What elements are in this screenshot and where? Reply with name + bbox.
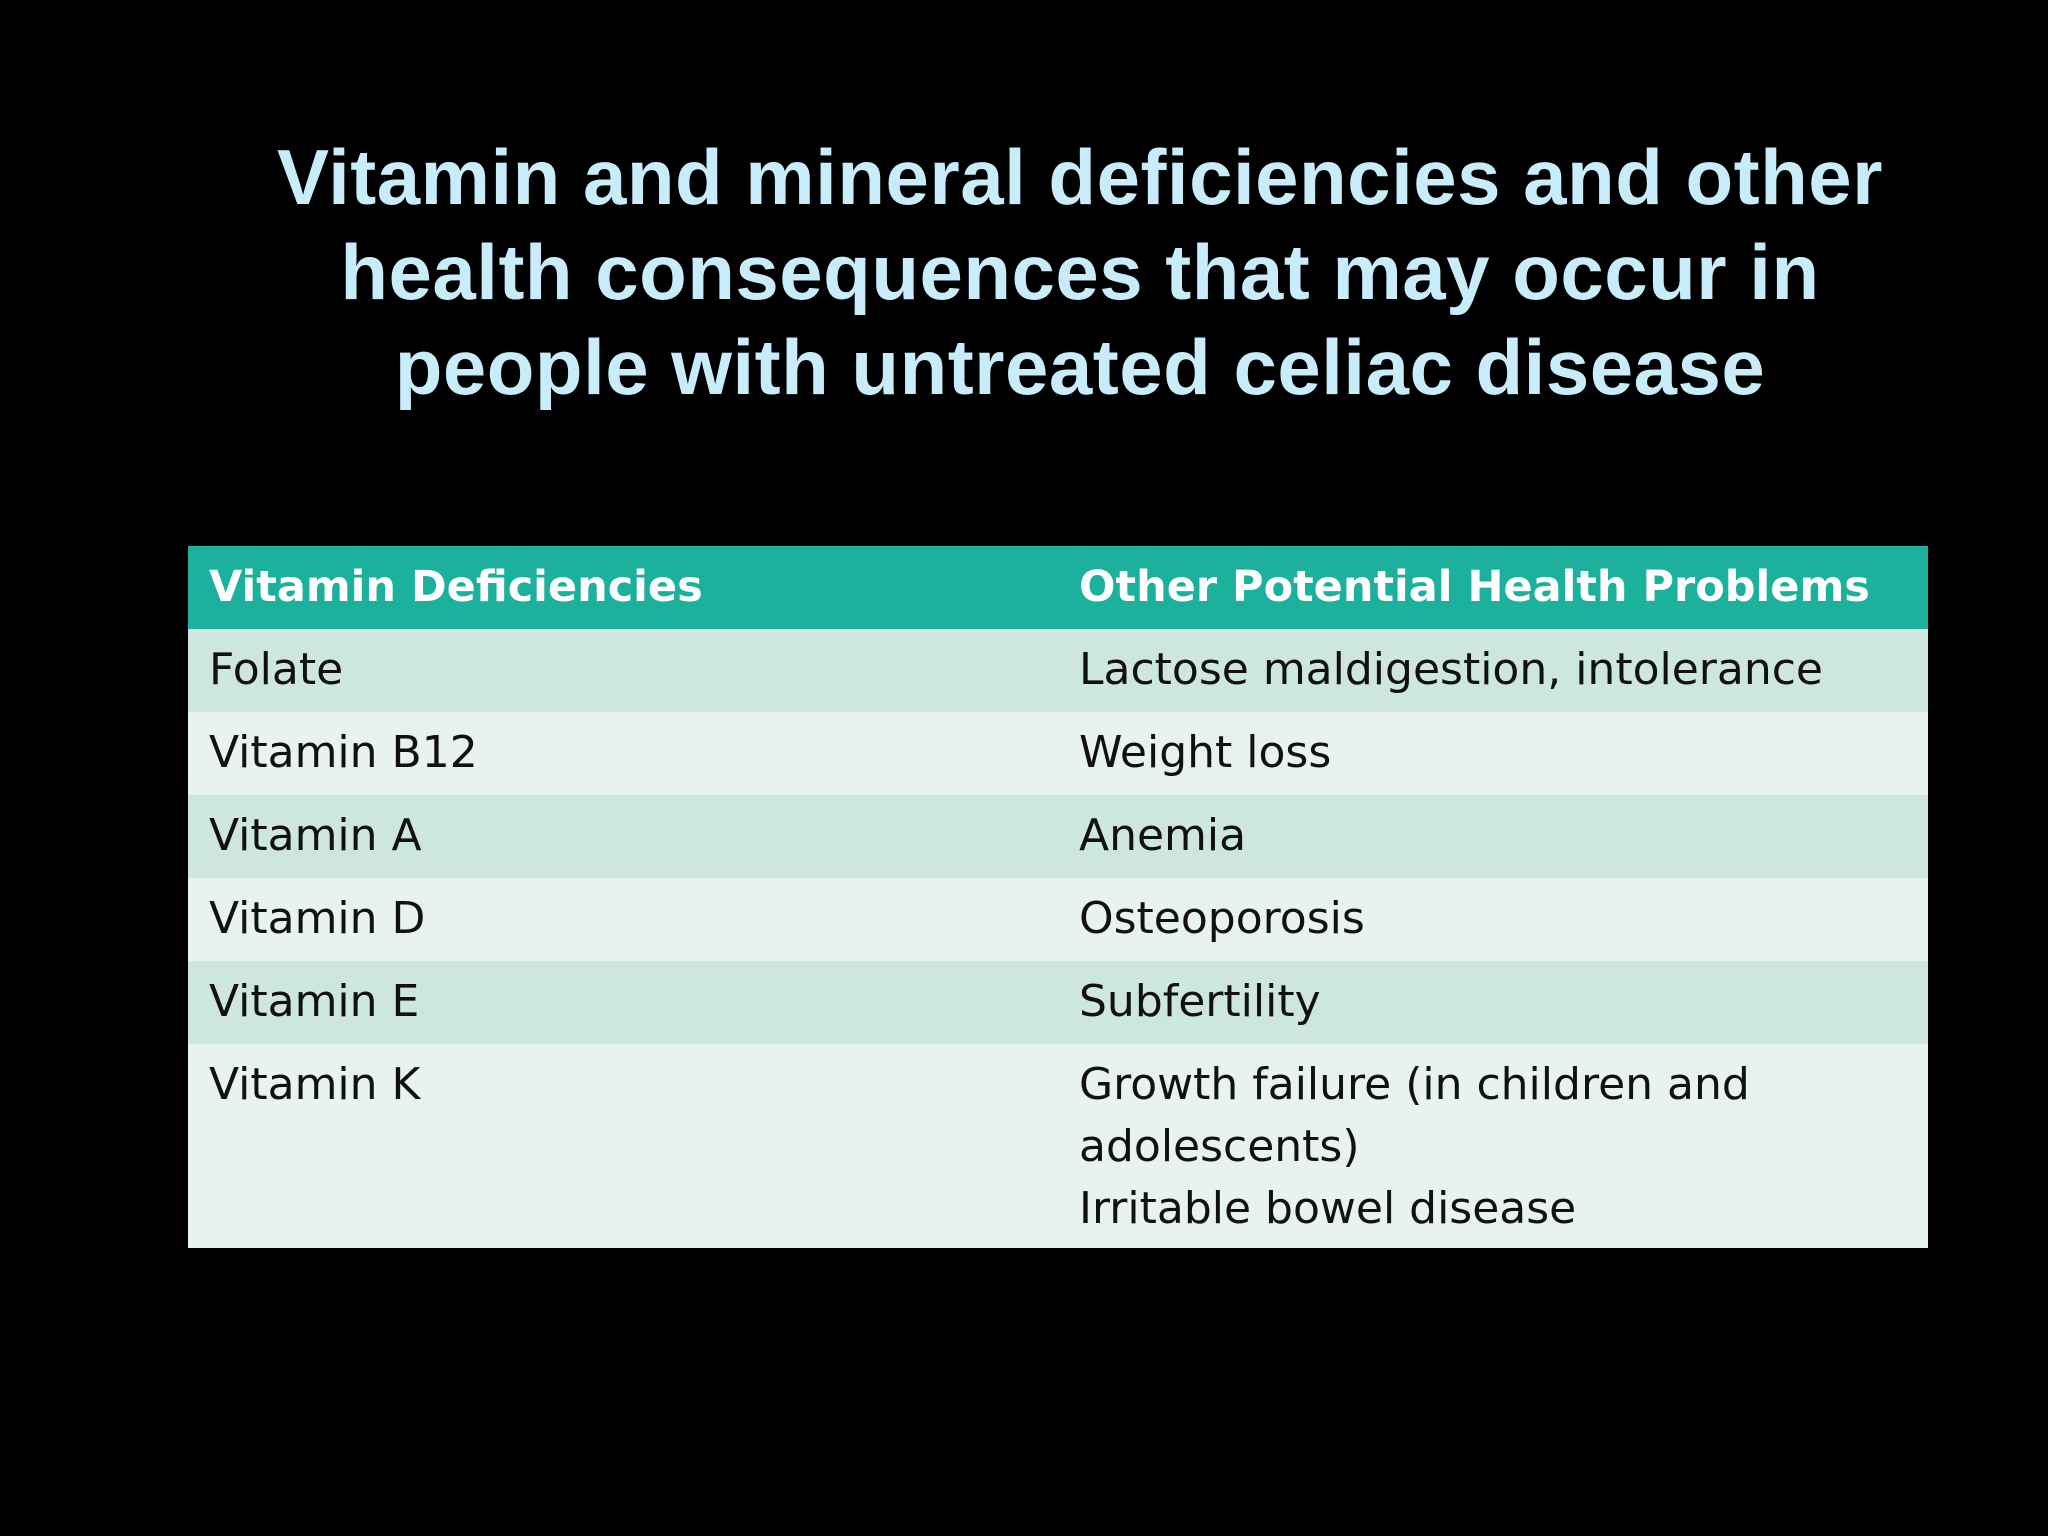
problem-text: Irritable bowel disease bbox=[1079, 1183, 1577, 1234]
problem-cell: Subfertility bbox=[1058, 961, 1928, 1044]
problem-cell: Osteoporosis bbox=[1058, 878, 1928, 961]
title-line-3: people with untreated celiac disease bbox=[394, 323, 1766, 411]
slide-title: Vitamin and mineral deficiencies and oth… bbox=[200, 130, 1960, 415]
problem-cell: Anemia bbox=[1058, 795, 1928, 878]
problem-text: Weight loss bbox=[1079, 727, 1332, 778]
table-row: Folate Lactose maldigestion, intolerance bbox=[188, 629, 1928, 712]
problem-text: Anemia bbox=[1079, 810, 1247, 861]
problem-text: Osteoporosis bbox=[1079, 893, 1365, 944]
table-row: Vitamin E Subfertility bbox=[188, 961, 1928, 1044]
problem-text: Subfertility bbox=[1079, 976, 1321, 1027]
vitamin-cell: Vitamin E bbox=[209, 976, 420, 1027]
vitamin-cell: Folate bbox=[209, 644, 344, 695]
problem-cell: Weight loss bbox=[1058, 712, 1928, 795]
table-row: Vitamin A Anemia bbox=[188, 795, 1928, 878]
header-vitamin-deficiencies: Vitamin Deficiencies bbox=[209, 562, 703, 612]
vitamin-cell: Vitamin A bbox=[209, 810, 422, 861]
problem-text: Lactose maldigestion, intolerance bbox=[1079, 644, 1823, 695]
header-other-health-problems: Other Potential Health Problems bbox=[1079, 562, 1870, 612]
problem-text: adolescents) bbox=[1079, 1121, 1360, 1172]
title-line-2: health consequences that may occur in bbox=[340, 228, 1820, 316]
deficiency-table-container: Vitamin Deficiencies Other Potential Hea… bbox=[188, 546, 1928, 1248]
vitamin-cell: Vitamin B12 bbox=[209, 727, 478, 778]
deficiency-table: Vitamin Deficiencies Other Potential Hea… bbox=[188, 546, 1928, 1248]
problem-cell: Growth failure (in children and adolesce… bbox=[1058, 1044, 1928, 1248]
title-line-1: Vitamin and mineral deficiencies and oth… bbox=[276, 133, 1884, 221]
table-row: Vitamin K Growth failure (in children an… bbox=[188, 1044, 1928, 1248]
table-row: Vitamin B12 Weight loss bbox=[188, 712, 1928, 795]
table-header-row: Vitamin Deficiencies Other Potential Hea… bbox=[188, 546, 1928, 629]
vitamin-cell: Vitamin D bbox=[209, 893, 426, 944]
problem-cell: Lactose maldigestion, intolerance bbox=[1058, 629, 1928, 712]
table-row: Vitamin D Osteoporosis bbox=[188, 878, 1928, 961]
vitamin-cell: Vitamin K bbox=[209, 1059, 421, 1110]
problem-text: Growth failure (in children and bbox=[1079, 1059, 1750, 1110]
